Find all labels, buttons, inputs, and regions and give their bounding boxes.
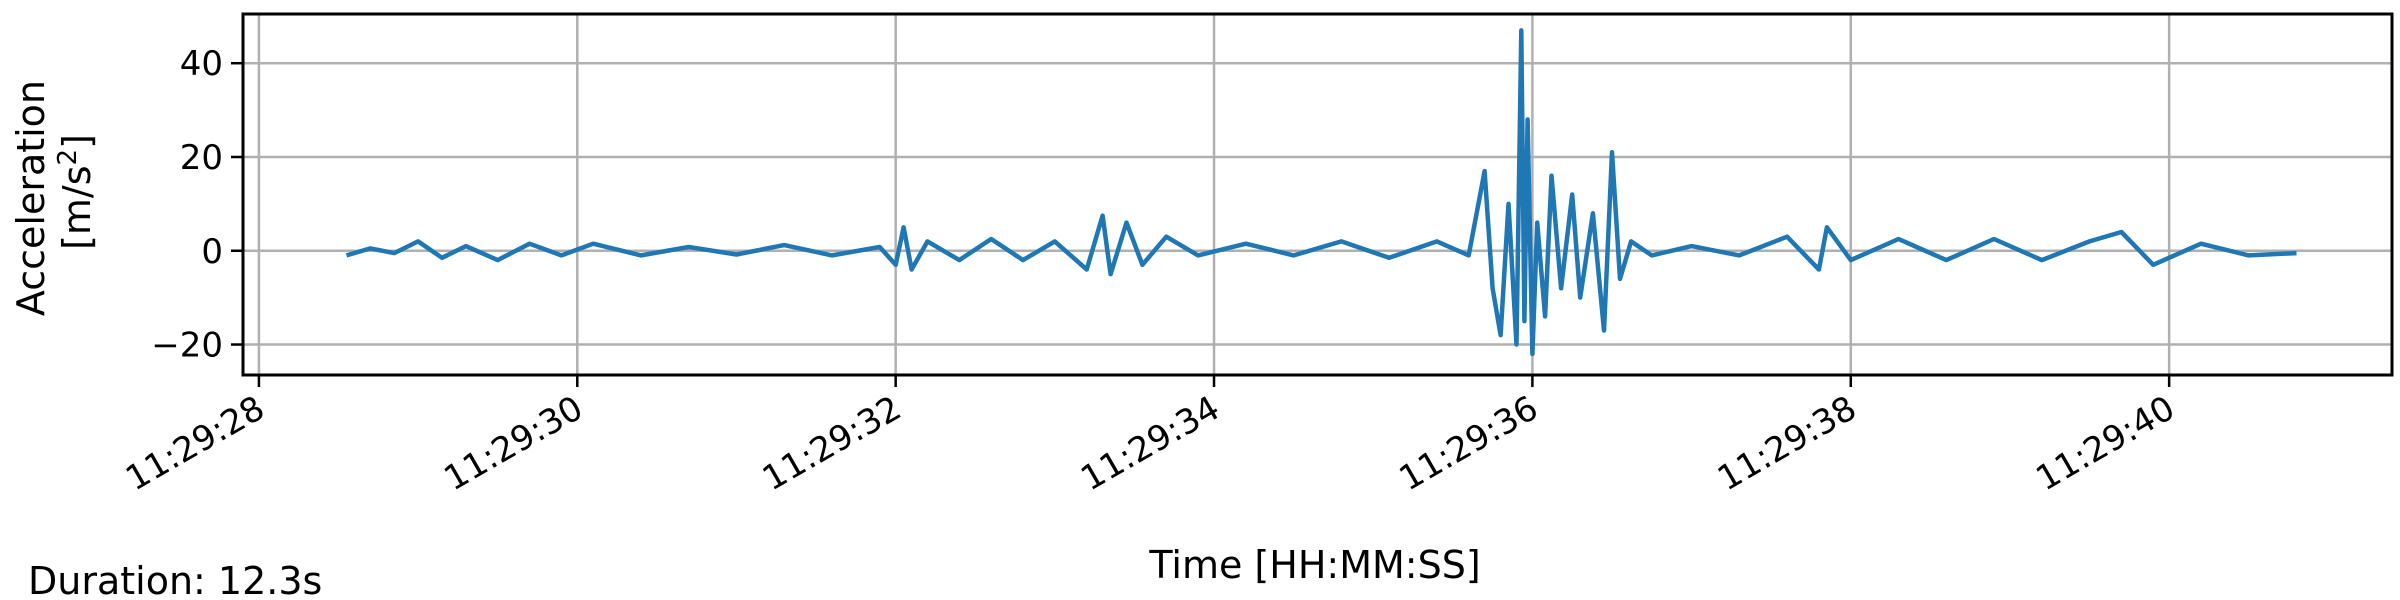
y-tick-label: 40	[180, 44, 223, 84]
x-tick-label: 11:29:34	[1074, 388, 1226, 499]
y-axis-unit-suffix: ]	[55, 134, 99, 149]
x-ticks: 11:29:28 11:29:30 11:29:32 11:29:34 11:29:36…	[119, 375, 2182, 499]
y-tick-label: 20	[180, 138, 223, 178]
x-tick-label: 11:29:28	[119, 388, 271, 499]
acceleration-series-line	[345, 28, 2297, 357]
y-axis-label: Acceleration [m/s2]	[9, 68, 99, 316]
y-ticks: 40 20 0 −20	[151, 44, 243, 366]
x-axis-label: Time [HH:MM:SS]	[1148, 543, 1480, 587]
x-tick-label: 11:29:32	[756, 388, 908, 499]
data-line-group	[345, 28, 2297, 357]
y-tick-label: −20	[151, 326, 223, 366]
y-axis-unit-prefix: [m/s	[55, 165, 99, 249]
x-tick-label: 11:29:36	[1393, 388, 1545, 499]
y-tick-label: 0	[201, 232, 223, 272]
y-axis-label-line2: [m/s2]	[53, 134, 99, 250]
x-tick-label: 11:29:38	[1711, 388, 1863, 499]
grid	[243, 14, 2392, 375]
x-tick-label: 11:29:40	[2029, 388, 2181, 499]
duration-note: Duration: 12.3s	[28, 559, 322, 600]
plot-frame	[241, 12, 2394, 377]
x-tick-label: 11:29:30	[438, 388, 590, 499]
y-axis-label-line1: Acceleration	[9, 80, 53, 316]
y-axis-unit-superscript: 2	[53, 149, 83, 166]
